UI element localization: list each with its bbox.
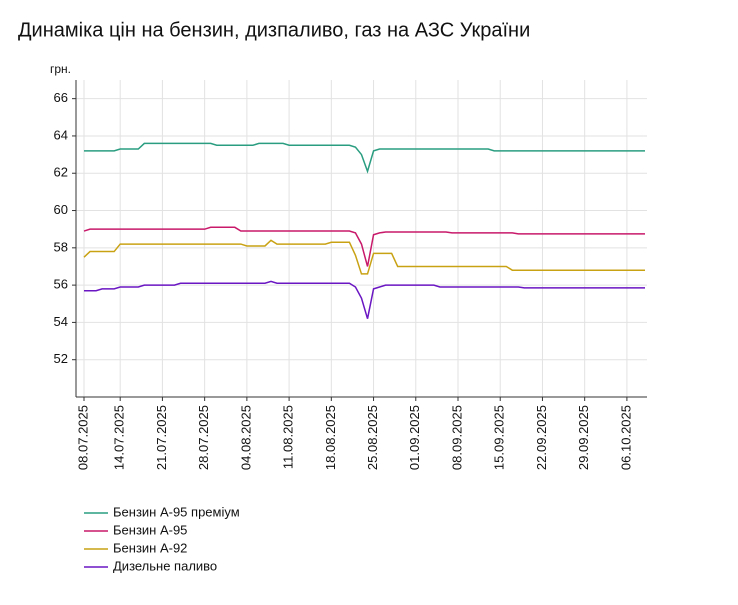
series-line xyxy=(84,142,645,174)
x-tick-label: 04.08.2025 xyxy=(238,405,253,470)
series-line xyxy=(83,226,645,267)
x-tick-label: 06.10.2025 xyxy=(618,405,633,470)
y-tick-label: 60 xyxy=(54,202,68,217)
y-tick-label: 66 xyxy=(54,90,68,105)
y-tick-label: 56 xyxy=(54,277,68,292)
series-line xyxy=(84,280,645,319)
x-tick-label: 14.07.2025 xyxy=(112,405,127,470)
y-tick-label: 54 xyxy=(54,314,68,329)
legend-label: Бензин А-95 преміум xyxy=(113,504,240,519)
x-tick-label: 28.07.2025 xyxy=(196,405,211,470)
y-tick-label: 62 xyxy=(54,165,68,180)
x-tick-label: 01.09.2025 xyxy=(407,405,422,470)
chart-title: Динаміка цін на бензин, дизпаливо, газ н… xyxy=(18,19,530,41)
x-tick-label: 08.07.2025 xyxy=(75,405,90,470)
x-tick-label: 22.09.2025 xyxy=(534,405,549,470)
y-tick-label: 52 xyxy=(54,351,68,366)
x-tick-label: 18.08.2025 xyxy=(323,405,338,470)
x-tick-label: 08.09.2025 xyxy=(449,405,464,470)
legend-label: Дизельне паливо xyxy=(113,558,217,573)
y-tick-label: 64 xyxy=(54,127,68,142)
x-tick-label: 21.07.2025 xyxy=(154,405,169,470)
legend-label: Бензин А-95 xyxy=(113,522,187,537)
x-tick-label: 25.08.2025 xyxy=(365,405,380,470)
legend-label: Бензин А-92 xyxy=(113,540,187,555)
x-tick-label: 15.09.2025 xyxy=(492,405,507,470)
x-tick-label: 29.09.2025 xyxy=(576,405,591,470)
series-line xyxy=(83,239,645,275)
y-tick-label: 58 xyxy=(54,239,68,254)
y-axis-label: грн. xyxy=(50,62,71,76)
x-tick-label: 11.08.2025 xyxy=(281,405,296,469)
